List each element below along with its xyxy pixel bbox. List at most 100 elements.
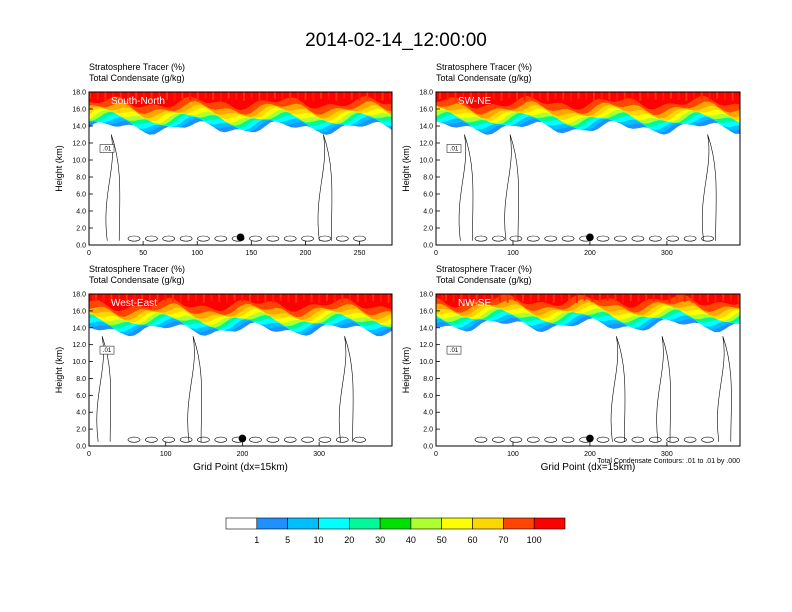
condensate-contour [283,235,297,242]
tracer-streak [583,294,586,301]
y-tick-label: 16.0 [72,308,86,315]
tracer-streak [445,294,447,301]
y-tick-label: 10.0 [419,359,433,366]
tracer-streak [546,92,549,101]
tracer-streak [387,294,390,303]
tracer-streak [737,294,740,303]
tracer-band [436,294,740,308]
x-tick-label: 300 [661,250,673,257]
tracer-streak [485,92,488,99]
y-tick-label: 6.0 [423,192,433,199]
panel-1-frame [88,91,393,246]
colorbar-box [472,517,504,530]
location-marker [586,434,594,443]
y-tick-label: 12.0 [72,342,86,349]
y-tick-label: 16.0 [419,107,433,114]
tracer-streak [575,294,578,303]
panel-2-header-line1: Stratosphere Tracer (%) [436,62,533,72]
colorbar-box [379,517,412,530]
y-axis-label: Height (km) [54,145,64,192]
tracer-streak [483,294,486,303]
tracer-streak [258,92,261,100]
tracer-streak [508,92,511,99]
tracer-streak [708,92,711,101]
tracer-streak [491,294,494,301]
tracer-streak [552,294,555,303]
tracer-streak [102,294,105,302]
tracer-streak [364,294,367,303]
tracer-streak [333,294,336,302]
colorbar-label: 5 [285,535,290,545]
condensate-contour [197,436,210,443]
condensate-contour [301,235,314,242]
tracer-streak [320,92,322,99]
panel-name-label: West-East [111,298,157,309]
tracer-streak [312,92,315,101]
tracer-streak [358,92,361,101]
panel-3-header: Stratosphere Tracer (%) Total Condensate… [89,264,185,286]
tracer-streak [210,294,213,301]
colorbar-label: 20 [344,535,354,545]
tracer-streak [279,294,282,301]
condensate-contour [544,235,558,242]
tracer-streak [516,92,518,100]
y-tick-label: 18.0 [72,292,86,299]
tracer-streak [289,92,292,101]
condensate-contour [544,436,558,443]
tracer-streak [326,294,328,301]
tracer-streak [623,92,626,99]
tracer-streak [514,294,517,301]
tracer-streak [112,92,115,99]
condensate-contour [614,436,627,443]
contour-note: Total Condensate Contours: .01 to .01 by… [597,458,740,465]
y-tick-label: 0.0 [423,243,433,250]
tracer-streak [235,92,238,100]
cloud-contour [458,134,474,241]
panel-2-header-line2: Total Condensate (g/kg) [436,73,532,83]
y-tick-label: 10.0 [419,158,433,165]
panel-4-header-line2: Total Condensate (g/kg) [436,275,532,285]
y-tick-label: 8.0 [76,376,86,383]
y-tick-label: 14.0 [72,124,86,131]
tracer-streak [731,92,734,101]
condensate-contour [127,235,141,242]
tracer-streak [133,294,136,303]
y-tick-label: 14.0 [72,325,86,332]
tracer-streak [693,92,696,99]
tracer-streak [593,92,595,101]
cloud-contour [96,336,112,442]
condensate-contour [683,235,697,242]
y-tick-label: 12.0 [419,141,433,148]
panel-1-header-line1: Stratosphere Tracer (%) [89,62,186,72]
cloud-contour [610,336,626,442]
tracer-streak [356,294,359,302]
condensate-contour [614,235,627,242]
x-axis-label: Grid Point (dx=15km) [193,462,288,473]
panel-4-frame [435,293,741,447]
tracer-streak [104,92,107,101]
tracer-streak [545,294,548,302]
tracer-streak [614,294,617,302]
condensate-contour [318,436,332,443]
colorbar-box [318,517,350,530]
tracer-streak [287,294,290,302]
y-tick-label: 14.0 [419,124,433,131]
tracer-streak [172,294,174,302]
tracer-streak [568,294,571,302]
condensate-contour [683,436,697,443]
tracer-streak [629,294,632,301]
x-tick-label: 100 [191,250,203,257]
condensate-contour [474,235,488,242]
y-axis-label: Height (km) [401,145,411,192]
x-tick-label: 200 [237,451,249,458]
y-tick-label: 6.0 [76,393,86,400]
tracer-streak [350,92,353,100]
x-tick-label: 200 [584,250,596,257]
y-tick-label: 10.0 [72,359,86,366]
tracer-streak [729,294,732,302]
cloud-contour [717,336,732,442]
tracer-streak [318,294,321,303]
tracer-streak [475,294,478,302]
tracer-streak [652,294,655,301]
tracer-streak [706,294,709,302]
